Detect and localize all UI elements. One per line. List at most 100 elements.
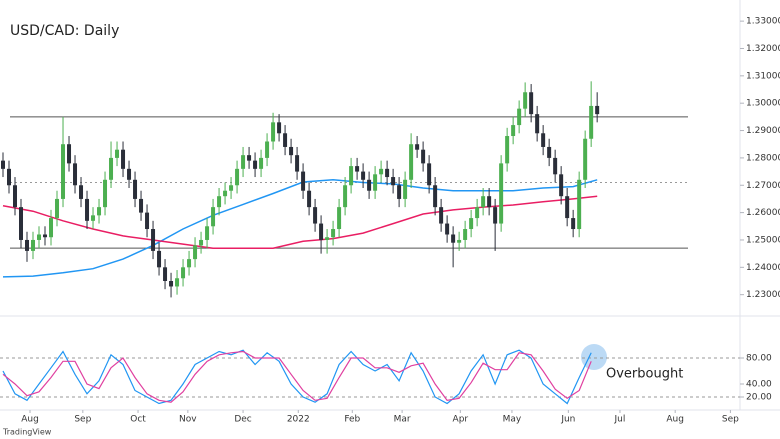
candle-body: [427, 163, 432, 186]
candle-body: [451, 234, 456, 243]
candle-body: [133, 179, 138, 199]
x-tick-label: Feb: [344, 415, 360, 425]
y-tick-label: 1.33000: [746, 17, 780, 27]
candle-body: [79, 185, 84, 199]
candle-body: [595, 105, 600, 115]
candle-body: [67, 144, 72, 164]
x-tick-label: Jul: [614, 415, 626, 425]
candle-body: [211, 207, 216, 227]
candle-body: [193, 245, 198, 260]
candle-body: [277, 122, 282, 134]
candle-body: [25, 239, 30, 251]
candle-body: [73, 163, 78, 186]
y-tick-label: 1.23000: [746, 290, 780, 300]
candle-body: [205, 226, 210, 240]
candle-body: [367, 179, 372, 191]
candle-body: [265, 141, 270, 158]
stoch-y-tick-label: 20.00: [746, 393, 772, 403]
candle-body: [97, 207, 102, 216]
candle-body: [373, 174, 378, 191]
candle-body: [583, 138, 588, 180]
candle-body: [313, 207, 318, 224]
x-tick-label: Aug: [666, 415, 684, 425]
y-tick-label: 1.25000: [746, 235, 780, 245]
x-tick-label: Dec: [234, 415, 251, 425]
x-tick-label: 2022: [287, 415, 310, 425]
y-tick-label: 1.24000: [746, 263, 780, 273]
candle-body: [199, 239, 204, 246]
candle-body: [523, 92, 528, 109]
candle-body: [217, 196, 222, 208]
candle-body: [493, 207, 498, 224]
candle-body: [295, 155, 300, 172]
y-tick-label: 1.31000: [746, 71, 780, 81]
x-tick-label: Sep: [74, 415, 91, 425]
x-tick-label: Apr: [453, 415, 469, 425]
candle-body: [49, 218, 54, 238]
candle-body: [457, 239, 462, 243]
candle-body: [481, 196, 486, 208]
candle-body: [121, 149, 126, 169]
candle-body: [511, 125, 516, 137]
candle-body: [91, 215, 96, 221]
candle-body: [283, 133, 288, 147]
x-tick-label: Nov: [179, 415, 197, 425]
candle-body: [553, 157, 558, 175]
y-tick-label: 1.27000: [746, 181, 780, 191]
candle-body: [517, 108, 522, 126]
candle-body: [541, 133, 546, 147]
candle-body: [85, 198, 90, 221]
x-tick-label: Oct: [130, 415, 146, 425]
candle-body: [37, 234, 42, 240]
candle-body: [379, 168, 384, 175]
y-tick-label: 1.29000: [746, 126, 780, 136]
candle-body: [235, 168, 240, 186]
candle-body: [349, 166, 354, 186]
annotation: Overbought: [606, 367, 683, 382]
candle-body: [307, 190, 312, 208]
x-tick-label: Mar: [394, 415, 411, 425]
candle-body: [19, 207, 24, 240]
y-tick-label: 1.32000: [746, 44, 780, 54]
candle-body: [115, 149, 120, 158]
candle-body: [253, 160, 258, 169]
candle-body: [361, 171, 366, 180]
x-tick-label: Sep: [722, 415, 739, 425]
candle-body: [331, 229, 336, 238]
candle-body: [391, 177, 396, 186]
candle-body: [169, 280, 174, 287]
candle-body: [469, 218, 474, 230]
candle-body: [487, 196, 492, 208]
candle-body: [301, 171, 306, 191]
stoch-line: [2, 349, 592, 405]
candle-body: [175, 278, 180, 287]
candle-body: [409, 144, 414, 180]
candle-body: [271, 122, 276, 142]
candle-body: [529, 92, 534, 115]
candle-body: [463, 229, 468, 240]
x-tick-label: May: [503, 415, 522, 425]
candle-body: [577, 179, 582, 230]
candle-body: [325, 237, 330, 240]
candle-body: [247, 155, 252, 161]
candle-body: [559, 174, 564, 197]
candle-body: [475, 207, 480, 219]
x-tick-label: Jun: [560, 415, 575, 425]
candle-body: [397, 185, 402, 199]
candle-body: [571, 218, 576, 230]
candle-body: [535, 114, 540, 134]
candle-body: [1, 160, 6, 169]
candle-body: [109, 157, 114, 180]
stoch-y-tick-label: 40.00: [746, 380, 772, 390]
candle-body: [55, 198, 60, 219]
y-tick-label: 1.30000: [746, 99, 780, 109]
candle-body: [259, 157, 264, 169]
candle-body: [139, 198, 144, 213]
candle-body: [445, 223, 450, 235]
candle-body: [229, 185, 234, 191]
candle-body: [343, 185, 348, 208]
candle-body: [385, 168, 390, 178]
